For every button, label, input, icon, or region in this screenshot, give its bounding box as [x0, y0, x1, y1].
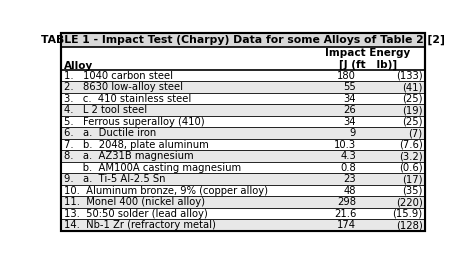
Text: b.  AM100A casting magnesium: b. AM100A casting magnesium: [64, 163, 241, 173]
Text: (3.2): (3.2): [399, 151, 423, 161]
Text: (7): (7): [409, 128, 423, 138]
Bar: [61, 81, 425, 93]
Bar: [61, 70, 425, 81]
Text: 55: 55: [344, 82, 356, 92]
Bar: [61, 104, 425, 116]
Text: (25): (25): [402, 117, 423, 127]
Text: 1.   1040 carbon steel: 1. 1040 carbon steel: [64, 70, 173, 81]
Bar: [61, 116, 425, 127]
Text: (19): (19): [402, 105, 423, 115]
Text: 2.   8630 low-alloy steel: 2. 8630 low-alloy steel: [64, 82, 183, 92]
Text: TABLE 1 - Impact Test (Charpy) Data for some Alloys of Table 2 [2]: TABLE 1 - Impact Test (Charpy) Data for …: [41, 35, 445, 45]
Text: 11.  Monel 400 (nickel alloy): 11. Monel 400 (nickel alloy): [64, 197, 205, 207]
Text: (41): (41): [402, 82, 423, 92]
Text: 9.   a.  Ti-5 Al-2.5 Sn: 9. a. Ti-5 Al-2.5 Sn: [64, 174, 165, 184]
Text: 5.   Ferrous superalloy (410): 5. Ferrous superalloy (410): [64, 117, 204, 127]
Text: (0.6): (0.6): [399, 163, 423, 173]
Text: 10.3: 10.3: [334, 140, 356, 150]
Text: 26: 26: [344, 105, 356, 115]
Text: 4.3: 4.3: [340, 151, 356, 161]
Text: 6.   a.  Ductile iron: 6. a. Ductile iron: [64, 128, 156, 138]
Bar: [61, 185, 425, 196]
Bar: [61, 139, 425, 150]
Bar: [61, 208, 425, 219]
Text: 174: 174: [337, 220, 356, 230]
Text: 48: 48: [344, 186, 356, 195]
Bar: [61, 127, 425, 139]
Text: (25): (25): [402, 93, 423, 104]
Text: 23: 23: [344, 174, 356, 184]
Text: 10.  Aluminum bronze, 9% (copper alloy): 10. Aluminum bronze, 9% (copper alloy): [64, 186, 268, 195]
Text: (128): (128): [396, 220, 423, 230]
Text: 9: 9: [350, 128, 356, 138]
Text: 3.   c.  410 stainless steel: 3. c. 410 stainless steel: [64, 93, 191, 104]
Text: 298: 298: [337, 197, 356, 207]
Text: (7.6): (7.6): [399, 140, 423, 150]
Bar: [61, 93, 425, 104]
Bar: [61, 150, 425, 162]
Bar: [61, 173, 425, 185]
Bar: [61, 162, 425, 173]
Bar: [61, 219, 425, 231]
Text: (17): (17): [402, 174, 423, 184]
Bar: [61, 196, 425, 208]
Text: 14.  Nb-1 Zr (refractory metal): 14. Nb-1 Zr (refractory metal): [64, 220, 216, 230]
Text: 7.   b.  2048, plate aluminum: 7. b. 2048, plate aluminum: [64, 140, 209, 150]
Bar: [61, 33, 425, 47]
Text: 34: 34: [344, 93, 356, 104]
Text: Alloy: Alloy: [64, 61, 93, 71]
Text: (220): (220): [396, 197, 423, 207]
Text: 180: 180: [337, 70, 356, 81]
Text: [J (ft   lb)]: [J (ft lb)]: [338, 60, 397, 70]
Text: 21.6: 21.6: [334, 209, 356, 218]
Text: 8.   a.  AZ31B magnesium: 8. a. AZ31B magnesium: [64, 151, 193, 161]
Text: 34: 34: [344, 117, 356, 127]
Text: (133): (133): [396, 70, 423, 81]
Text: (35): (35): [402, 186, 423, 195]
Text: Impact Energy: Impact Energy: [325, 48, 410, 58]
Text: (15.9): (15.9): [392, 209, 423, 218]
Text: 4.   L 2 tool steel: 4. L 2 tool steel: [64, 105, 147, 115]
Text: 13.  50:50 solder (lead alloy): 13. 50:50 solder (lead alloy): [64, 209, 208, 218]
Text: 0.8: 0.8: [340, 163, 356, 173]
